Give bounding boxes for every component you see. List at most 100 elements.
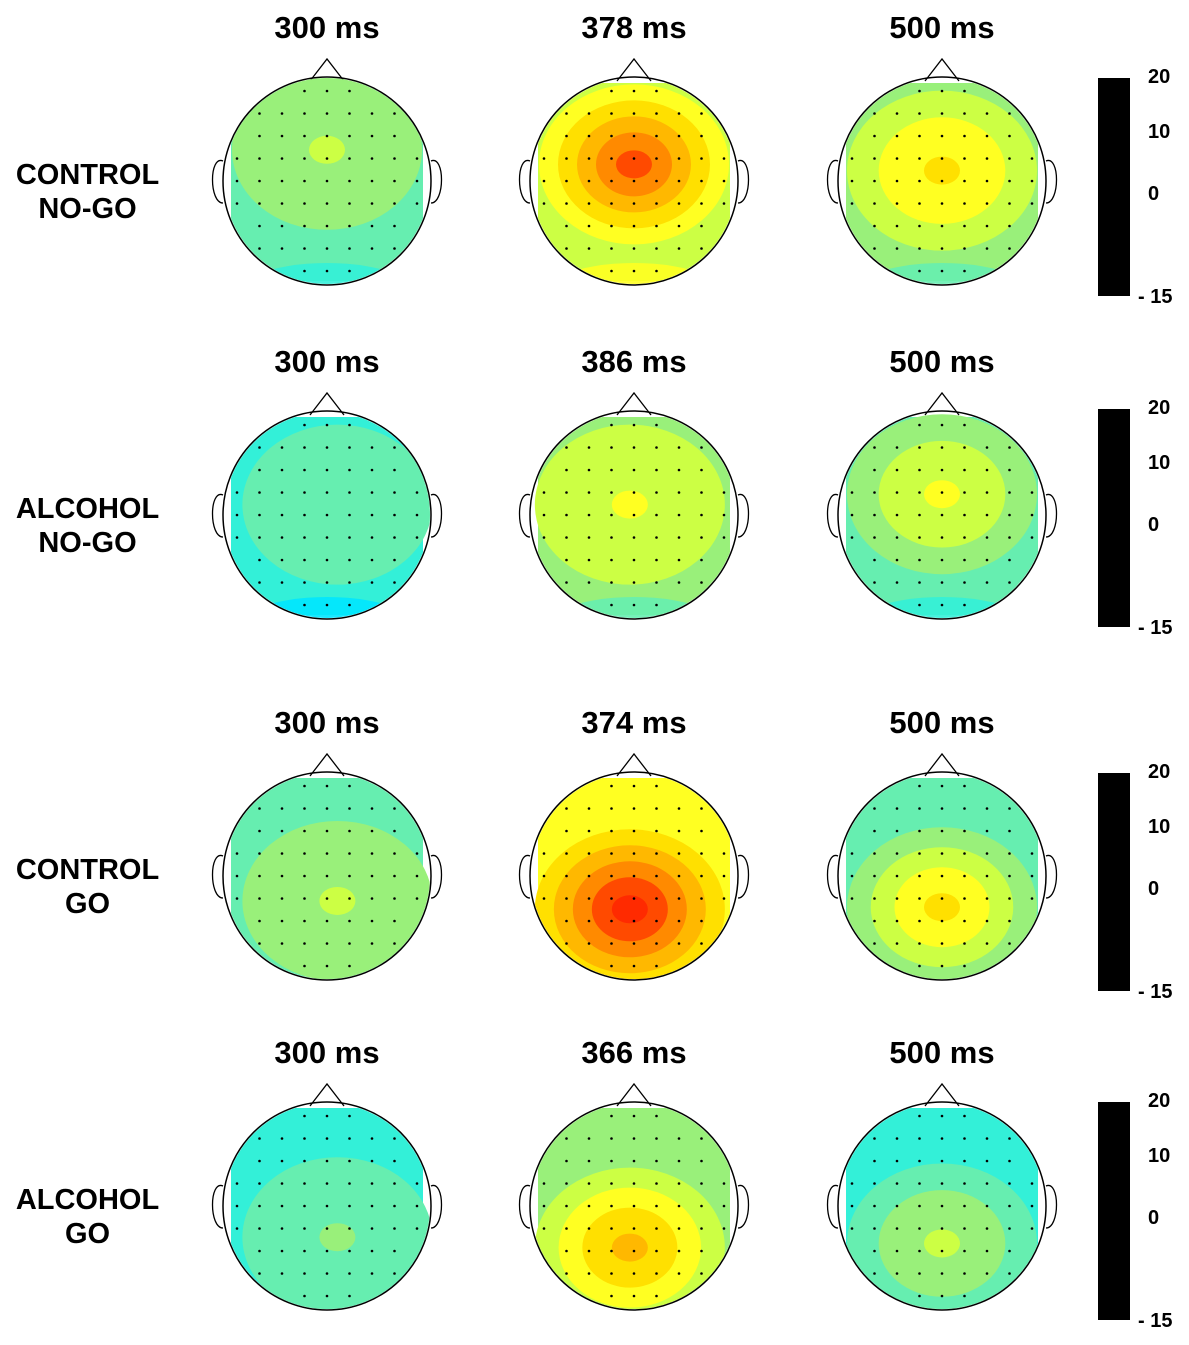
electrode-dot [370,829,374,833]
electrode-grid [850,1114,1034,1298]
electrode-dot [348,468,351,472]
ear-shape-right [430,160,443,204]
ear-shape-left [518,855,531,899]
electrode-dot [895,446,899,449]
electrode-dot [632,224,636,228]
electrode-dot [963,89,966,93]
electrode-dot [700,1249,703,1253]
electrode-dot [700,179,703,183]
scalp-map [518,57,750,286]
electrode-dot [565,874,568,878]
electrode-dot [873,112,876,115]
electrode-dot [542,536,546,539]
colorbar-tick-label: 20 [1148,761,1171,783]
electrode-dot [280,942,284,945]
electrode-dot [258,134,261,138]
ear-shape-left [826,160,839,204]
electrode-dot [722,1182,726,1185]
electrode-dot [565,468,568,472]
condition-label: ALCOHOL GO [0,1183,175,1251]
electrode-dot [348,964,351,968]
electrode-dot [850,157,854,160]
time-label: 500 ms [889,705,995,740]
electrode-dot [610,603,613,607]
electrode-dot [565,513,568,517]
electrode-dot [850,852,854,855]
electrode-dot [985,897,989,900]
electrode-dot [677,513,681,517]
electrode-dot [1030,1182,1034,1185]
electrode-dot [985,224,989,228]
electrode-dot [963,157,966,160]
electrode-dot [1030,874,1034,878]
electrode-dot [1008,897,1011,900]
colorbar-tick-label: 0 [1148,514,1160,536]
electrode-dot [415,852,419,855]
electrode-dot [610,247,613,250]
electrode-dot [895,942,899,945]
electrode-dot [370,179,374,183]
electrode-dot [587,202,591,205]
electrode-dot [700,1272,703,1275]
head-outline [837,771,1047,981]
electrode-dot [587,536,591,539]
electrode-dot [963,1137,966,1140]
electrode-dot [1030,852,1034,855]
electrode-dot [565,1204,568,1208]
colorbar-tick-label: 20 [1148,66,1171,88]
electrode-dot [700,202,703,205]
electrode-dot [963,874,966,878]
electrode-dot [873,581,876,584]
electrode-dot [700,1182,703,1185]
time-label: 374 ms [581,705,687,740]
electrode-dot [895,897,899,900]
field-peak [319,886,356,915]
electrode-dot [610,874,613,878]
electrode-dot [370,491,374,494]
electrode-dot [1008,179,1011,183]
electrode-dot [565,558,568,562]
electrode-dot [303,807,306,810]
electrode-dot [587,1272,591,1275]
electrode-dot [632,1204,636,1208]
electrode-dot [655,852,658,855]
electrode-dot [985,1227,989,1230]
electrode-dot [348,202,351,205]
electrode-grid [542,423,726,607]
electrode-dot [610,491,613,494]
electrode-dot [587,1227,591,1230]
electrode-dot [940,942,944,945]
electrode-dot [963,112,966,115]
electrode-dot [303,134,306,138]
electrode-dot [370,446,374,449]
electrode-dot [632,942,636,945]
electrode-dot [258,536,261,539]
electrode-dot [850,491,854,494]
potential-field [839,414,1045,618]
electrode-dot [280,807,284,810]
ear-shape-right [430,855,443,899]
ear-shape-right [737,1185,750,1229]
electrode-dot [235,1182,239,1185]
electrode-dot [348,224,351,228]
potential-field [839,1108,1045,1309]
electrode-dot [370,224,374,228]
electrode-dot [677,224,681,228]
electrode-dot [985,1159,989,1163]
electrode-dot [850,1182,854,1185]
time-label: 300 ms [274,705,380,740]
electrode-dot [348,134,351,138]
electrode-dot [610,1204,613,1208]
ear-shape-right [1045,1185,1058,1229]
head-outline [529,410,739,620]
electrode-dot [280,157,284,160]
electrode-dot [303,1204,306,1208]
electrode-dot [542,852,546,855]
electrode-dot [565,581,568,584]
field-peak [319,1223,356,1252]
nose-shape [616,752,652,777]
electrode-dot [895,807,899,810]
electrode-dot [963,942,966,945]
potential-field [224,778,430,979]
electrode-dot [348,513,351,517]
